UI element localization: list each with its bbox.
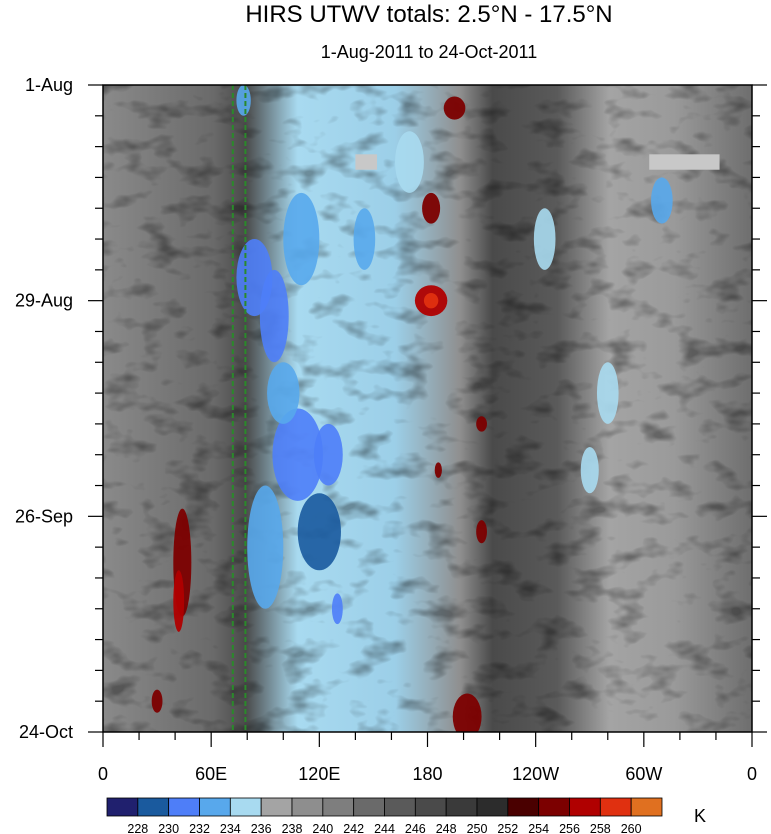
moist-anomaly — [283, 192, 320, 286]
moist-anomaly — [272, 408, 323, 501]
dry-anomaly — [423, 292, 439, 309]
x-tick-label: 120W — [512, 764, 559, 784]
plot-area — [103, 85, 752, 732]
colorbar-label: 240 — [312, 822, 333, 834]
colorbar-swatch — [322, 797, 355, 817]
colorbar-unit-label: K — [694, 806, 706, 826]
colorbar-label: 246 — [405, 822, 426, 834]
colorbar-label: 228 — [127, 822, 148, 834]
colorbar-swatch — [630, 797, 663, 817]
colorbar-label: 238 — [282, 822, 303, 834]
moist-anomaly — [395, 131, 424, 193]
dry-anomaly — [422, 192, 441, 224]
colorbar-label: 232 — [189, 822, 210, 834]
dry-anomaly — [151, 689, 163, 713]
colorbar-label: 242 — [343, 822, 364, 834]
colorbar-swatch — [229, 797, 262, 817]
moist-anomaly — [259, 269, 289, 363]
colorbar-label: 256 — [559, 822, 580, 834]
y-tick-label: 29-Aug — [15, 291, 73, 311]
colorbar-label: 248 — [436, 822, 457, 834]
dry-anomaly — [452, 693, 482, 732]
y-tick-label: 26-Sep — [15, 506, 73, 526]
colorbar-label: 234 — [220, 822, 241, 834]
x-tick-label: 120E — [298, 764, 340, 784]
moist-anomaly — [236, 85, 251, 116]
colorbar-swatch — [476, 797, 509, 817]
colorbar-label: 230 — [158, 822, 179, 834]
x-tick-label: 0 — [747, 764, 757, 784]
colorbar-swatch — [569, 797, 601, 817]
heatmap-texture — [103, 85, 752, 732]
colorbar-swatch — [291, 797, 324, 817]
colorbar-label: 236 — [251, 822, 272, 834]
colorbar-label: 260 — [621, 822, 642, 834]
chart-title: HIRS UTWV totals: 2.5°N - 17.5°N — [245, 1, 612, 28]
x-tick-label: 60W — [625, 764, 662, 784]
y-axis: 1-Aug 29-Aug 26-Sep 24-Oct — [15, 75, 767, 742]
moist-anomaly — [267, 362, 300, 424]
colorbar-swatch — [199, 797, 231, 817]
chart-subtitle: 1-Aug-2011 to 24-Oct-2011 — [321, 42, 537, 62]
dry-anomaly — [476, 416, 487, 432]
colorbar-swatch — [384, 797, 416, 817]
colorbar-swatch — [507, 797, 540, 817]
colorbar-label: 244 — [374, 822, 395, 834]
colorbar-swatch — [353, 797, 385, 817]
x-tick-label: 60E — [195, 764, 227, 784]
moist-anomaly — [353, 208, 376, 270]
x-tick-label: 180 — [412, 764, 442, 784]
colorbar-swatch — [414, 797, 447, 817]
x-tick-label: 0 — [98, 764, 108, 784]
moist-anomaly — [580, 447, 599, 494]
dry-anomaly — [434, 462, 442, 478]
moist-anomaly — [297, 493, 341, 571]
moist-anomaly — [313, 423, 343, 486]
colorbar-swatch — [168, 797, 200, 817]
moist-anomaly — [651, 177, 673, 224]
colorbar-label: 258 — [590, 822, 611, 834]
reference-lines — [231, 85, 247, 732]
moist-anomaly — [247, 485, 284, 609]
moist-anomaly — [533, 208, 556, 270]
y-tick-label: 24-Oct — [19, 722, 73, 742]
y-tick-label: 1-Aug — [25, 75, 73, 95]
dry-anomaly — [173, 570, 185, 632]
colorbar-label: 250 — [467, 822, 488, 834]
moist-anomaly — [596, 362, 619, 424]
x-axis: 0 60E 120E 180 120W 60W 0 — [98, 732, 757, 784]
colorbar-swatch — [538, 797, 570, 817]
colorbar-swatch — [106, 797, 139, 817]
colorbar: 228 230 232 234 236 238 240 242 244 246 248 250 252 2… — [106, 797, 663, 834]
colorbar-swatch — [445, 797, 478, 817]
missing-data-patch — [649, 154, 720, 170]
colorbar-swatch — [599, 797, 632, 817]
colorbar-swatch — [260, 797, 293, 817]
moist-anomaly — [331, 593, 343, 625]
colorbar-swatch — [137, 797, 170, 817]
colorbar-label: 252 — [497, 822, 518, 834]
dry-anomaly — [443, 96, 466, 120]
dry-anomaly — [476, 520, 487, 544]
missing-data-patch — [355, 154, 378, 170]
colorbar-label: 254 — [528, 822, 549, 834]
